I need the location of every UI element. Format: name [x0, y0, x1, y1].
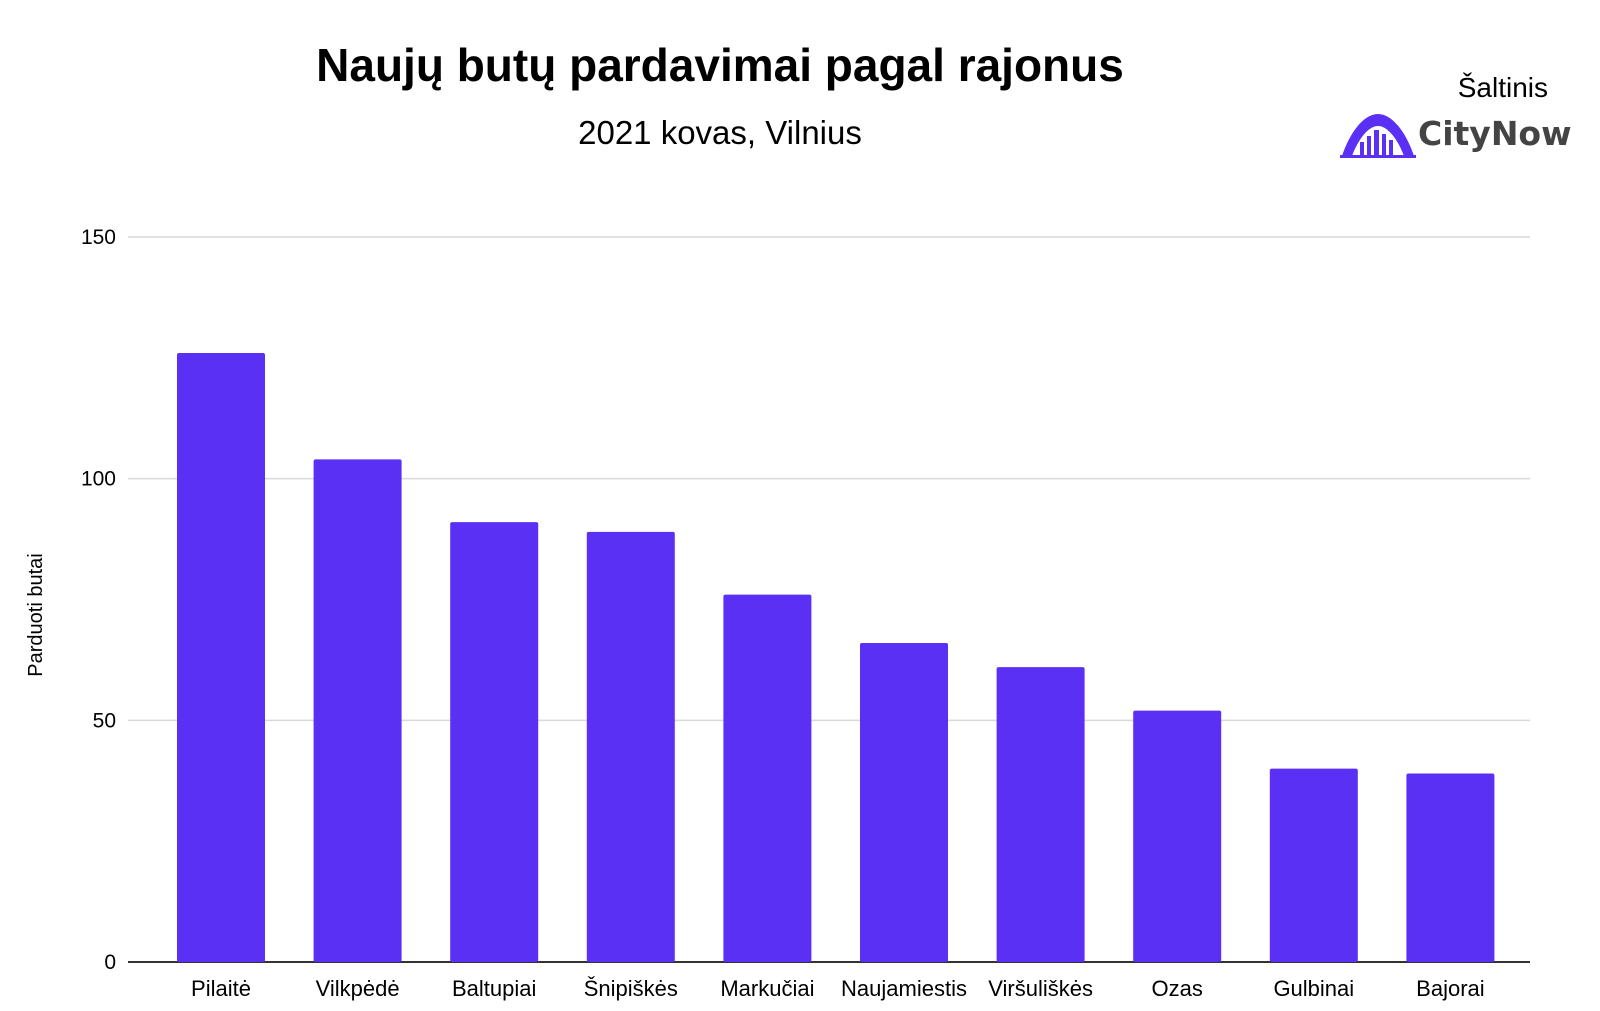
x-tick-label: Naujamiestis [841, 976, 967, 1001]
x-tick-label: Baltupiai [452, 976, 536, 1001]
x-tick-label: Pilaitė [191, 976, 251, 1001]
chart-subtitle: 2021 kovas, Vilnius [578, 114, 862, 151]
bar-1 [177, 353, 265, 962]
y-tick-label: 50 [93, 709, 116, 732]
x-axis-ticks: Pilaitė Vilkpėdė Baltupiai Šnipiškės Markuči… [191, 976, 1485, 1001]
y-tick-label: 150 [81, 226, 116, 249]
y-tick-label: 0 [104, 951, 116, 974]
bars [177, 353, 1495, 962]
y-axis-ticks: 0 50 100 150 [81, 226, 116, 974]
bar-2 [313, 459, 402, 962]
chart-title: Naujų butų pardavimai pagal rajonus [316, 39, 1124, 91]
x-tick-label: Šnipiškės [584, 976, 678, 1001]
x-tick-label: Gulbinai [1273, 976, 1354, 1001]
bar-9 [1269, 768, 1358, 962]
y-tick-label: 100 [81, 468, 116, 491]
source-label: Šaltinis [1457, 72, 1548, 103]
bar-3 [450, 522, 539, 962]
y-axis-label: Parduoti butai [25, 553, 47, 676]
bar-5 [723, 594, 812, 962]
x-tick-label: Viršuliškės [988, 976, 1093, 1001]
brand-name: CityNow [1418, 114, 1572, 153]
x-tick-label: Markučiai [720, 976, 814, 1001]
bar-10 [1406, 773, 1495, 962]
bar-7 [996, 667, 1085, 962]
bar-4 [586, 531, 675, 962]
brand-logo: CityNow [1340, 110, 1572, 162]
x-tick-label: Bajorai [1416, 976, 1484, 1001]
bar-6 [860, 643, 948, 962]
x-tick-label: Vilkpėdė [316, 976, 400, 1001]
bar-8 [1133, 710, 1222, 962]
city-skyline-icon [1340, 114, 1416, 158]
x-tick-label: Ozas [1152, 976, 1203, 1001]
